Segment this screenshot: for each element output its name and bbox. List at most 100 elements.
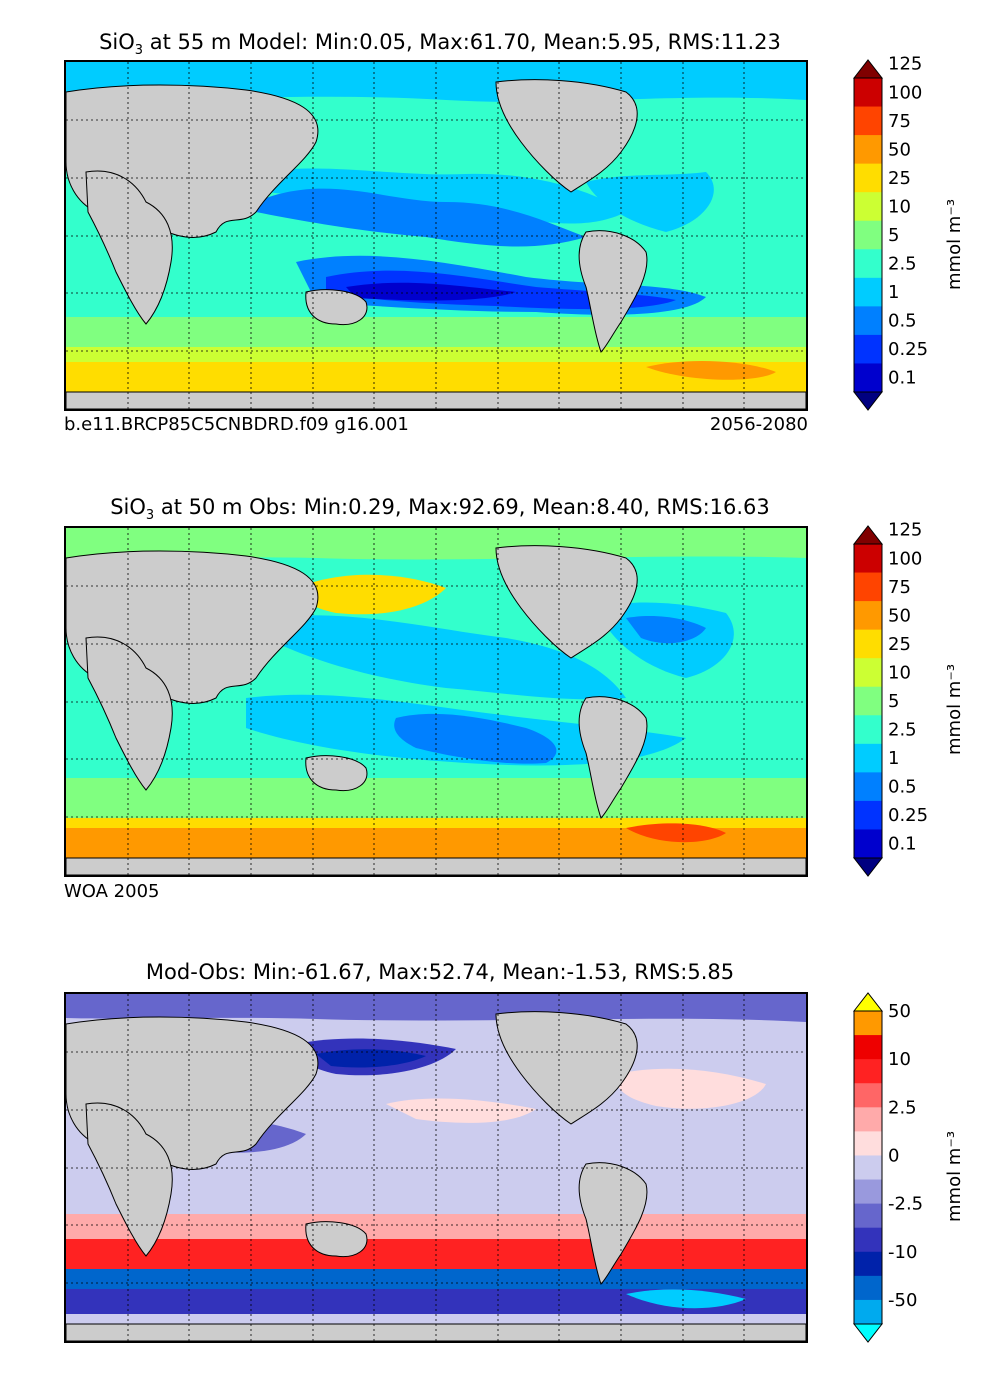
colorbar-tick-label: 10 [888,1049,911,1070]
model-period-label: 2056-2080 [709,414,808,435]
colorbar-segment [854,277,882,307]
model-unit-label: mmol m⁻³ [944,198,965,290]
colorbar-segment [854,1299,882,1325]
colorbar-segment [854,1083,882,1108]
australia [305,755,368,792]
colorbar-segment [854,1203,882,1229]
colorbar-segment [854,800,882,830]
colorbar-segment [854,78,882,108]
colorbar-tick-label: 0.25 [888,805,928,826]
colorbar-tick-label: 75 [888,577,911,598]
colorbar-tick-label: 2.5 [888,720,917,741]
model-title: SiO3 at 55 m Model: Min:0.05, Max:61.70,… [0,30,880,58]
south-america [578,230,648,353]
colorbar-segment [854,1275,882,1301]
south-america [578,1162,648,1285]
weddell-high [646,360,776,380]
colorbar-tick-label: 1 [888,282,899,303]
colorbar-extend-min [852,391,884,411]
colorbar-tick-label: 50 [888,605,911,626]
antarctica [66,391,806,409]
colorbar-tick-label: 0.1 [888,368,917,389]
colorbar-segment [854,544,882,574]
colorbar-segment [854,772,882,802]
graticule [66,994,806,1341]
colorbar-tick-label: 0.25 [888,339,928,360]
colorbar-segment [854,1155,882,1181]
obs-title-subscript: 3 [145,508,155,524]
colorbar-segment [854,1011,882,1036]
north-atlantic-positive [615,1068,766,1109]
south-pacific-min [346,282,516,301]
pacific-low-zone [256,188,586,247]
north-pacific-core [316,1049,426,1068]
colorbar-tick-label: 125 [888,54,922,75]
colorbar-segment [854,106,882,136]
africa [85,1102,173,1257]
colorbar-extend-min [852,857,884,877]
colorbar-extend-max [852,992,884,1012]
colorbar-tick-label: 100 [888,548,922,569]
colorbar-tick-label: 5 [888,691,899,712]
colorbar-tick-label: 0 [888,1145,899,1166]
colorbar-tick-label: 1 [888,748,899,769]
diff-unit-label: mmol m⁻³ [944,1130,965,1222]
colorbar-frame [853,77,883,393]
colorbar-tick-label: 100 [888,82,922,103]
diff-title-text: Mod-Obs: Min:-61.67, Max:52.74, Mean:-1.… [145,960,735,984]
model-colorbar: 0.1 0.25 0.5 1 2.5 5 10 25 50 75 100 125 [852,54,928,411]
colorbar-segment [854,601,882,631]
graticule [66,62,806,409]
colorbar-segment [854,1035,882,1060]
south-pacific-low [394,713,557,764]
obs-map [64,526,808,877]
colorbar-tick-label: 50 [888,1001,911,1022]
africa [85,170,173,325]
colorbar-segment [854,1107,882,1132]
colorbar-tick-label: 0.5 [888,311,917,332]
colorbar-segment [854,1131,882,1156]
colorbar-segment [854,1179,882,1205]
colorbar-tick-label: -10 [888,1242,917,1263]
colorbar-tick-label: 0.1 [888,834,917,855]
colorbar-tick-label: -50 [888,1290,917,1311]
model-colorbar-svg: 0.1 0.25 0.5 1 2.5 5 10 25 50 75 100 125 [852,54,928,411]
colorbar-segment [854,743,882,773]
colorbar-segment [854,363,882,393]
subtropical-pacific [266,615,626,700]
graticule [66,528,806,875]
obs-colorbar: 0.1 0.25 0.5 1 2.5 5 10 25 50 75 100 125 [852,520,928,877]
australia [305,1221,368,1258]
obs-title-text: at 50 m Obs: Min:0.29, Max:92.69, Mean:8… [154,495,770,519]
antarctica [66,1323,806,1341]
north-pacific-high [296,574,446,615]
model-title-subscript: 3 [134,43,144,59]
north-america [495,79,638,193]
north-atlantic-low [626,616,706,644]
obs-title: SiO3 at 50 m Obs: Min:0.29, Max:92.69, M… [0,495,880,523]
colorbar-segment [854,572,882,602]
colorbar-segment [854,163,882,193]
colorbar-segment [854,220,882,250]
model-map [64,60,808,411]
obs-source-label: WOA 2005 [64,881,160,902]
colorbar-segment [854,135,882,165]
diff-colorbar-svg: -50 -10 -2.5 0 2.5 10 50 [852,992,923,1343]
model-case-label: b.e11.BRCP85C5CNBDRD.f09 g16.001 [64,414,409,435]
colorbar-segment [854,334,882,364]
colorbar-tick-label: -2.5 [888,1194,923,1215]
diff-colorbar: -50 -10 -2.5 0 2.5 10 50 [852,992,923,1343]
obs-title-species: SiO [110,495,146,519]
colorbar-extend-min [852,1323,884,1343]
colorbar-segment [854,686,882,716]
colorbar-tick-label: 25 [888,168,911,189]
diff-title: Mod-Obs: Min:-61.67, Max:52.74, Mean:-1.… [0,960,880,984]
colorbar-tick-label: 125 [888,520,922,541]
subtropical-pacific [266,168,626,224]
africa [85,636,173,791]
colorbar-tick-label: 2.5 [888,254,917,275]
colorbar-extend-max [852,525,884,545]
north-atlantic-gyre [586,172,714,232]
colorbar-segment [854,192,882,222]
pacific-positive [386,1098,536,1123]
